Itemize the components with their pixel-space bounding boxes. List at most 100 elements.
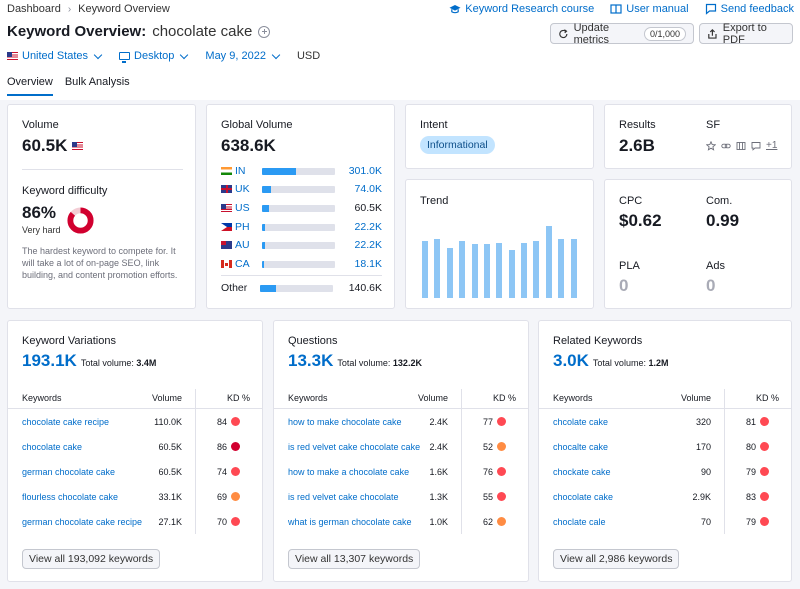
column-header-volume[interactable]: Volume [151, 393, 182, 403]
trend-bar[interactable] [545, 225, 552, 298]
tab-overview[interactable]: Overview [7, 76, 53, 96]
update-metrics-counter: 0/1,000 [643, 26, 686, 41]
keyword-volume: 110.0K [154, 417, 182, 427]
update-metrics-button[interactable]: Update metrics 0/1,000 [550, 21, 694, 46]
trend-bar[interactable] [483, 244, 490, 298]
keyword-difficulty: 55 [482, 492, 493, 502]
view-all-keywords-button[interactable]: View all 193,092 keywords [22, 549, 161, 569]
pla-value: 0 [619, 276, 629, 295]
column-header-kd[interactable]: KD % [226, 393, 250, 403]
keyword-difficulty-label: Keyword difficulty [22, 185, 108, 197]
country-select[interactable]: United States [7, 50, 103, 62]
difficulty-dot-icon [497, 442, 506, 451]
trend-bar[interactable] [521, 243, 528, 298]
keyword-link[interactable]: chockate cake [553, 467, 611, 477]
intent-badge: Informational [420, 136, 495, 154]
difficulty-dot-icon [231, 492, 240, 501]
table-summary: 13.3K Total volume: 132.2K [288, 351, 422, 371]
total-volume-label: Total volume: [80, 358, 134, 368]
global-volume-value: 638.6K [221, 136, 276, 155]
difficulty-dot-icon [760, 417, 769, 426]
keyword-link[interactable]: flourless chocolate cake [22, 492, 119, 502]
user-manual-link[interactable]: User manual [610, 3, 689, 15]
keyword-link[interactable]: chocalte cake [553, 442, 609, 452]
volume-share-fill [262, 223, 265, 231]
difficulty-dot-icon [231, 467, 240, 476]
volume-share-fill [262, 185, 271, 193]
table-row: is red velvet cake chocolate 1.3K 55 [274, 484, 528, 509]
table-count[interactable]: 193.1K [22, 351, 77, 370]
country-volume: 18.1K [354, 258, 382, 270]
country-volume: 22.2K [354, 221, 382, 233]
trend-card: Trend [405, 179, 594, 309]
serp-features-more[interactable]: +1 [766, 140, 778, 151]
trend-bar[interactable] [533, 240, 540, 298]
column-header-kd[interactable]: KD % [755, 393, 779, 403]
keyword-link[interactable]: chocolate cake [553, 492, 614, 502]
keyword-difficulty-description: The hardest keyword to compete for. It w… [22, 246, 178, 280]
research-course-link[interactable]: Keyword Research course [449, 3, 594, 15]
us-flag-icon [221, 204, 232, 212]
keyword-volume: 60.5K [158, 467, 182, 477]
add-to-list-icon[interactable] [258, 25, 271, 38]
chevron-down-icon [180, 50, 189, 59]
column-header-volume[interactable]: Volume [417, 393, 448, 403]
column-header-keywords[interactable]: Keywords [288, 393, 328, 403]
column-header-volume[interactable]: Volume [680, 393, 711, 403]
volume-share-fill [262, 167, 297, 175]
trend-bar[interactable] [434, 239, 441, 298]
trend-bar[interactable] [558, 239, 565, 298]
total-volume-value: 3.4M [136, 358, 157, 368]
trend-bar[interactable] [459, 240, 466, 298]
column-header-keywords[interactable]: Keywords [553, 393, 593, 403]
column-header-kd[interactable]: KD % [492, 393, 516, 403]
update-metrics-label: Update metrics [573, 21, 610, 46]
currency-label: USD [296, 50, 321, 62]
table-count[interactable]: 13.3K [288, 351, 334, 370]
keyword-link[interactable]: how to make a chocolate cake [288, 467, 410, 477]
country-row-au[interactable]: AU 22.2K [221, 238, 382, 252]
trend-bar[interactable] [422, 240, 428, 298]
country-row-ph[interactable]: PH 22.2K [221, 220, 382, 234]
ads-value: 0 [706, 276, 716, 295]
keyword-link[interactable]: is red velvet cake chocolate cake [288, 442, 421, 452]
trend-bar[interactable] [570, 239, 577, 298]
trend-bar[interactable] [446, 247, 453, 298]
date-select[interactable]: May 9, 2022 [205, 50, 281, 62]
keyword-link[interactable]: german chocolate cake [22, 467, 116, 477]
divider [22, 169, 183, 170]
keyword-link[interactable]: chocolate cake recipe [22, 417, 110, 427]
volume-value: 60.5K [22, 136, 68, 155]
country-row-in[interactable]: IN 301.0K [221, 164, 382, 178]
trend-bar[interactable] [471, 244, 478, 298]
country-row-uk[interactable]: UK 74.0K [221, 182, 382, 196]
keyword-link[interactable]: is red velvet cake chocolate [288, 492, 399, 502]
device-select[interactable]: Desktop [119, 50, 189, 63]
difficulty-dot-icon [760, 442, 769, 451]
keyword-difficulty: 62 [482, 517, 493, 527]
keyword-link[interactable]: chcolate cake [553, 417, 609, 427]
table-row: chocalte cake 170 80 [539, 434, 791, 459]
volume-share-fill [260, 284, 277, 292]
tab-bulk-analysis[interactable]: Bulk Analysis [64, 76, 130, 88]
volume-share-bar [262, 204, 335, 212]
export-pdf-button[interactable]: Export to PDF [699, 22, 793, 46]
keyword-link[interactable]: what is german chocolate cake [288, 517, 412, 527]
column-header-keywords[interactable]: Keywords [22, 393, 62, 403]
keyword-link[interactable]: choclate cale [553, 517, 606, 527]
country-row-ca[interactable]: CA 18.1K [221, 257, 382, 271]
trend-bar[interactable] [508, 250, 515, 298]
view-all-keywords-button[interactable]: View all 2,986 keywords [553, 549, 680, 569]
keyword-link[interactable]: chocolate cake [22, 442, 83, 452]
send-feedback-link[interactable]: Send feedback [705, 3, 794, 15]
table-row: chocolate cake 2.9K 83 [539, 484, 791, 509]
keyword-volume: 60.5K [158, 442, 182, 452]
keyword-link[interactable]: how to make chocolate cake [288, 417, 402, 427]
breadcrumb-dashboard[interactable]: Dashboard [7, 3, 61, 15]
table-count[interactable]: 3.0K [553, 351, 589, 370]
trend-bar[interactable] [496, 242, 503, 298]
us-flag-icon [7, 52, 18, 60]
view-all-keywords-button[interactable]: View all 13,307 keywords [288, 549, 421, 569]
page-title-keyword: chocolate cake [152, 23, 253, 40]
keyword-link[interactable]: german chocolate cake recipe [22, 517, 143, 527]
